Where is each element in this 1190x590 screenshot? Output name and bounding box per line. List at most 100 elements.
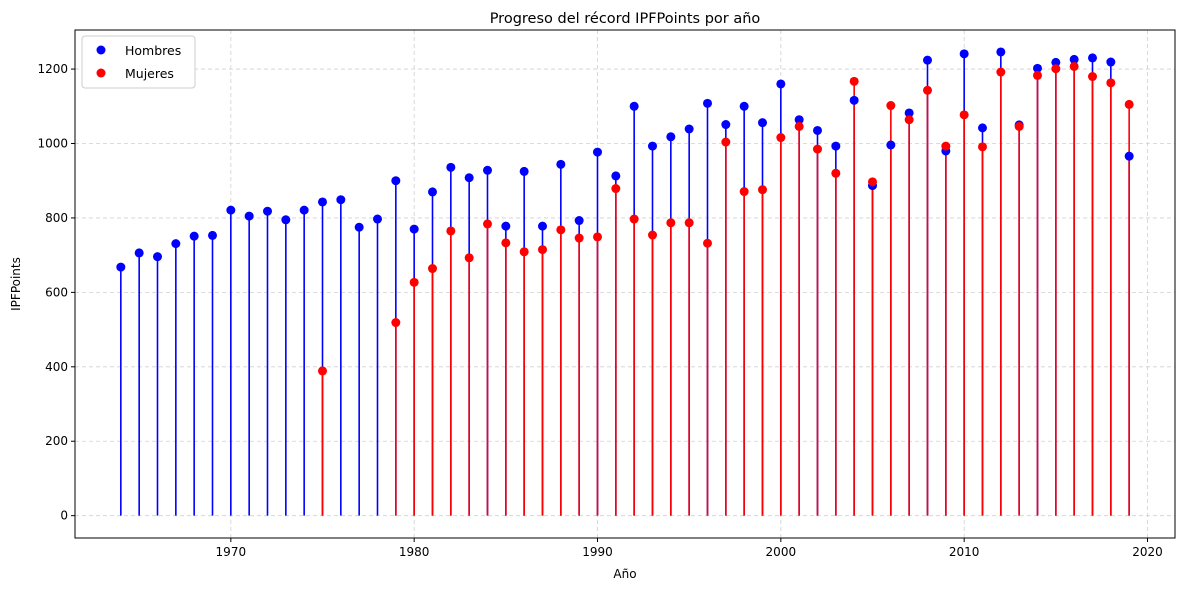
point-hombres [464, 173, 474, 183]
point-mujeres [776, 133, 786, 143]
point-mujeres [556, 225, 566, 235]
point-mujeres [391, 318, 401, 328]
legend-marker-mujeres [96, 68, 106, 78]
point-mujeres [721, 137, 731, 147]
stems [120, 51, 1130, 516]
point-mujeres [684, 218, 694, 228]
x-tick-label: 1990 [582, 545, 613, 559]
point-hombres [849, 95, 859, 105]
point-hombres [519, 166, 529, 176]
point-hombres [391, 176, 401, 186]
point-mujeres [428, 264, 437, 274]
point-hombres [281, 215, 291, 225]
point-hombres [684, 124, 694, 134]
point-hombres [666, 132, 676, 142]
point-hombres [336, 195, 346, 205]
point-mujeres [409, 277, 419, 287]
y-tick-label: 200 [45, 434, 68, 448]
point-hombres [409, 224, 419, 234]
y-tick-label: 1000 [37, 137, 68, 151]
point-hombres [556, 159, 566, 169]
legend-box [81, 35, 196, 89]
point-hombres [629, 101, 639, 111]
point-hombres [776, 79, 786, 89]
y-tick-label: 600 [45, 285, 68, 299]
point-mujeres [446, 226, 456, 236]
point-mujeres [538, 245, 547, 255]
point-mujeres [941, 141, 951, 151]
x-axis-ticks: 1970 1980 1990 2000 2010 2020 [216, 538, 1163, 559]
y-tick-label: 400 [45, 360, 68, 374]
point-mujeres [1106, 78, 1116, 88]
point-hombres [703, 98, 712, 108]
point-hombres [189, 231, 199, 241]
y-tick-label: 1200 [37, 62, 68, 76]
point-mujeres [501, 238, 511, 248]
y-tick-label: 0 [60, 509, 68, 523]
point-hombres [483, 165, 492, 175]
point-mujeres [849, 76, 859, 86]
point-hombres [593, 147, 602, 157]
grid [75, 30, 1175, 538]
y-axis-title: IPFPoints [9, 257, 23, 311]
point-mujeres [1014, 121, 1024, 131]
point-mujeres [886, 101, 896, 111]
plot-frame [74, 29, 1176, 539]
point-hombres [428, 187, 437, 197]
point-hombres [904, 108, 914, 118]
point-mujeres [1124, 99, 1134, 109]
point-mujeres [758, 185, 767, 195]
legend-label-hombres: Hombres [125, 43, 181, 58]
point-mujeres [1069, 61, 1079, 71]
point-hombres [739, 101, 749, 111]
markers [116, 47, 1134, 376]
point-hombres [1088, 53, 1097, 63]
point-mujeres [666, 218, 676, 228]
point-hombres [721, 120, 731, 130]
point-mujeres [739, 187, 749, 197]
point-mujeres [923, 85, 932, 95]
point-hombres [1051, 57, 1061, 67]
point-hombres [299, 205, 309, 215]
point-mujeres [868, 177, 877, 187]
point-mujeres [813, 144, 822, 154]
point-hombres [171, 239, 181, 249]
point-mujeres [996, 67, 1006, 77]
point-mujeres [1033, 70, 1042, 80]
point-hombres [263, 206, 272, 216]
point-mujeres [794, 121, 804, 131]
point-hombres [758, 118, 767, 128]
point-hombres [446, 162, 456, 172]
x-tick-label: 2000 [766, 545, 797, 559]
point-hombres [318, 197, 327, 207]
point-mujeres [978, 142, 987, 152]
point-mujeres [574, 233, 584, 243]
x-tick-label: 2020 [1132, 545, 1163, 559]
y-axis-ticks: 0 200 400 600 800 1000 1200 [37, 62, 75, 523]
point-mujeres [464, 253, 474, 263]
point-hombres [923, 55, 932, 65]
point-hombres [611, 171, 621, 181]
point-hombres [354, 222, 364, 232]
y-tick-label: 800 [45, 211, 68, 225]
point-hombres [1033, 63, 1042, 73]
x-tick-label: 2010 [949, 545, 980, 559]
point-hombres [959, 49, 969, 59]
point-mujeres [629, 214, 639, 224]
point-mujeres [648, 230, 657, 240]
point-mujeres [904, 115, 914, 125]
point-hombres [648, 141, 657, 151]
point-mujeres [831, 168, 841, 178]
legend-marker-hombres [96, 45, 106, 55]
point-hombres [886, 140, 896, 150]
point-mujeres [959, 110, 969, 120]
point-mujeres [1088, 72, 1097, 82]
point-hombres [574, 216, 584, 226]
point-mujeres [318, 366, 327, 376]
point-mujeres [519, 247, 529, 257]
point-hombres [153, 252, 162, 262]
legend-label-mujeres: Mujeres [125, 66, 174, 81]
point-hombres [208, 230, 217, 240]
point-hombres [116, 262, 126, 272]
